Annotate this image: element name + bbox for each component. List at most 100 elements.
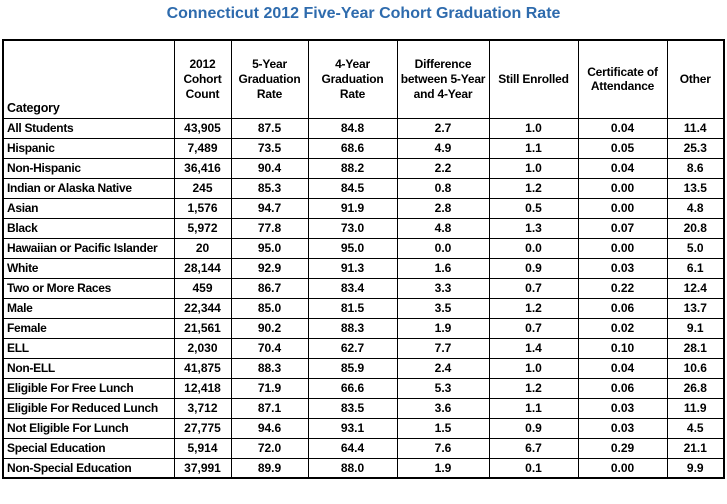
value-cell: 5,914 — [173, 437, 232, 459]
table-row: Not Eligible For Lunch 27,775 94.6 93.1 1.5 0… — [2, 417, 725, 439]
value-cell: 1.4 — [488, 337, 579, 359]
graduation-rate-table: Category 2012 Cohort Count 5-Year Graduati… — [2, 39, 725, 479]
value-cell: 2.7 — [396, 117, 490, 139]
table-row: Asian 1,576 94.7 91.9 2.8 0.5 0.00 4.8 — [2, 197, 725, 219]
table-row: Two or More Races 459 86.7 83.4 3.3 0.7 0.22 12… — [2, 277, 725, 299]
value-cell: 3.3 — [396, 277, 490, 299]
value-cell: 94.7 — [230, 197, 309, 219]
category-cell: Non-Special Education — [2, 457, 175, 479]
value-cell: 88.2 — [307, 157, 398, 179]
value-cell: 28,144 — [173, 257, 232, 279]
value-cell: 1,576 — [173, 197, 232, 219]
column-header: 5-Year Graduation Rate — [230, 39, 309, 119]
value-cell: 4.8 — [666, 197, 725, 219]
value-cell: 1.2 — [488, 297, 579, 319]
category-cell: Hawaiian or Pacific Islander — [2, 237, 175, 259]
value-cell: 5.0 — [666, 237, 725, 259]
table-row: Non-Special Education 37,991 89.9 88.0 1.9 0.… — [2, 457, 725, 479]
value-cell: 0.03 — [577, 417, 668, 439]
value-cell: 25.3 — [666, 137, 725, 159]
value-cell: 0.9 — [488, 257, 579, 279]
value-cell: 22,344 — [173, 297, 232, 319]
value-cell: 0.00 — [577, 457, 668, 479]
value-cell: 12.4 — [666, 277, 725, 299]
table-row: Hispanic 7,489 73.5 68.6 4.9 1.1 0.05 25.3 — [2, 137, 725, 159]
value-cell: 13.7 — [666, 297, 725, 319]
table-row: White 28,144 92.9 91.3 1.6 0.9 0.03 6.1 — [2, 257, 725, 279]
value-cell: 91.3 — [307, 257, 398, 279]
category-cell: Eligible For Reduced Lunch — [2, 397, 175, 419]
value-cell: 90.4 — [230, 157, 309, 179]
value-cell: 6.7 — [488, 437, 579, 459]
column-header: Difference between 5-Year and 4-Year — [396, 39, 490, 119]
value-cell: 88.3 — [230, 357, 309, 379]
value-cell: 85.0 — [230, 297, 309, 319]
column-header: 4-Year Graduation Rate — [307, 39, 398, 119]
value-cell: 5,972 — [173, 217, 232, 239]
page: Connecticut 2012 Five-Year Cohort Gradua… — [0, 5, 727, 479]
value-cell: 1.0 — [488, 357, 579, 379]
value-cell: 28.1 — [666, 337, 725, 359]
value-cell: 94.6 — [230, 417, 309, 439]
value-cell: 84.5 — [307, 177, 398, 199]
table-row: Black 5,972 77.8 73.0 4.8 1.3 0.07 20.8 — [2, 217, 725, 239]
value-cell: 5.3 — [396, 377, 490, 399]
category-column-header: Category — [2, 39, 175, 119]
column-header: 2012 Cohort Count — [173, 39, 232, 119]
value-cell: 37,991 — [173, 457, 232, 479]
value-cell: 1.9 — [396, 317, 490, 339]
value-cell: 3,712 — [173, 397, 232, 419]
value-cell: 0.04 — [577, 157, 668, 179]
value-cell: 2.2 — [396, 157, 490, 179]
value-cell: 1.6 — [396, 257, 490, 279]
value-cell: 83.5 — [307, 397, 398, 419]
value-cell: 1.9 — [396, 457, 490, 479]
table-row: Non-ELL 41,875 88.3 85.9 2.4 1.0 0.04 10.6 — [2, 357, 725, 379]
category-cell: Non-Hispanic — [2, 157, 175, 179]
value-cell: 0.06 — [577, 297, 668, 319]
value-cell: 84.8 — [307, 117, 398, 139]
column-header: Still Enrolled — [488, 39, 579, 119]
value-cell: 245 — [173, 177, 232, 199]
value-cell: 3.6 — [396, 397, 490, 419]
value-cell: 9.1 — [666, 317, 725, 339]
value-cell: 0.9 — [488, 417, 579, 439]
value-cell: 0.00 — [577, 237, 668, 259]
value-cell: 68.6 — [307, 137, 398, 159]
table-row: ELL 2,030 70.4 62.7 7.7 1.4 0.10 28.1 — [2, 337, 725, 359]
category-cell: ELL — [2, 337, 175, 359]
value-cell: 92.9 — [230, 257, 309, 279]
value-cell: 7.7 — [396, 337, 490, 359]
value-cell: 4.5 — [666, 417, 725, 439]
column-header: Certificate of Attendance — [577, 39, 668, 119]
value-cell: 1.2 — [488, 177, 579, 199]
value-cell: 13.5 — [666, 177, 725, 199]
value-cell: 7.6 — [396, 437, 490, 459]
value-cell: 88.0 — [307, 457, 398, 479]
table-row: Eligible For Reduced Lunch 3,712 87.1 83.5 3… — [2, 397, 725, 419]
value-cell: 0.8 — [396, 177, 490, 199]
value-cell: 73.5 — [230, 137, 309, 159]
category-cell: All Students — [2, 117, 175, 139]
value-cell: 4.8 — [396, 217, 490, 239]
value-cell: 0.03 — [577, 257, 668, 279]
value-cell: 0.7 — [488, 317, 579, 339]
value-cell: 0.5 — [488, 197, 579, 219]
value-cell: 85.9 — [307, 357, 398, 379]
value-cell: 2,030 — [173, 337, 232, 359]
category-cell: Special Education — [2, 437, 175, 459]
value-cell: 43,905 — [173, 117, 232, 139]
value-cell: 9.9 — [666, 457, 725, 479]
value-cell: 21,561 — [173, 317, 232, 339]
value-cell: 2.8 — [396, 197, 490, 219]
table-row: Female 21,561 90.2 88.3 1.9 0.7 0.02 9.1 — [2, 317, 725, 339]
value-cell: 86.7 — [230, 277, 309, 299]
category-cell: Male — [2, 297, 175, 319]
value-cell: 71.9 — [230, 377, 309, 399]
table-body: All Students 43,905 87.5 84.8 2.7 1.0 0.04 11.4… — [2, 117, 725, 479]
value-cell: 12,418 — [173, 377, 232, 399]
value-cell: 0.29 — [577, 437, 668, 459]
table-row: Male 22,344 85.0 81.5 3.5 1.2 0.06 13.7 — [2, 297, 725, 319]
value-cell: 1.3 — [488, 217, 579, 239]
category-cell: White — [2, 257, 175, 279]
